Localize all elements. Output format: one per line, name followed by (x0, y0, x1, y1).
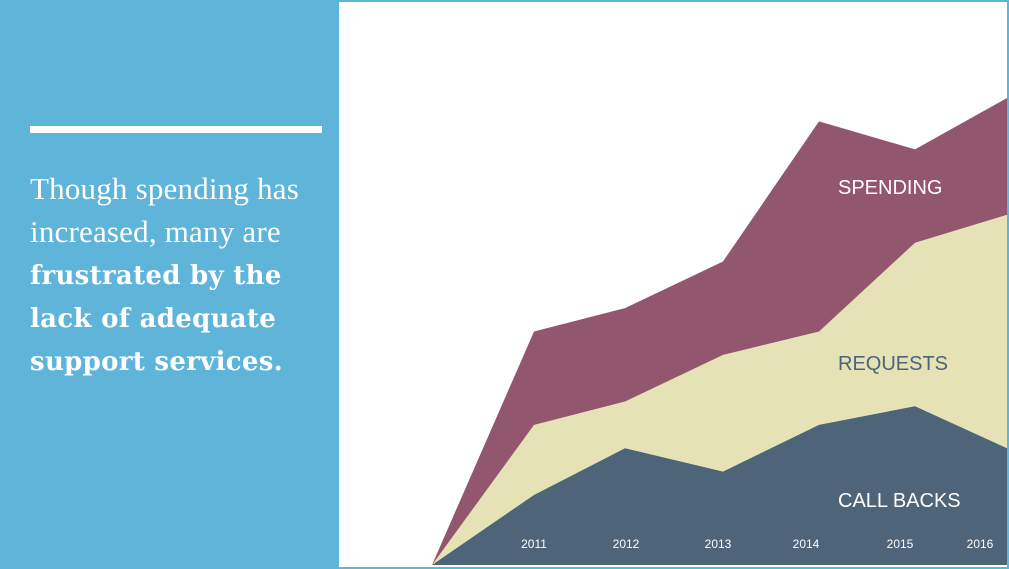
divider-rule (30, 126, 322, 133)
x-tick-2016: 2016 (967, 537, 994, 551)
series-label-requests: REQUESTS (838, 353, 948, 375)
x-tick-2012: 2012 (613, 537, 640, 551)
x-tick-2014: 2014 (793, 537, 820, 551)
x-tick-2011: 2011 (521, 537, 547, 551)
left-panel: Though spending has increased, many are … (0, 0, 339, 569)
stacked-area-chart: CALL BACKS REQUESTS SPENDING 2011 2012 2013 20… (432, 98, 1007, 565)
chart-panel: CALL BACKS REQUESTS SPENDING 2011 2012 2013 20… (339, 2, 1007, 567)
headline-bold: frustrated by the lack of adequate suppo… (30, 261, 284, 377)
x-tick-2015: 2015 (887, 537, 914, 551)
headline-light: Though spending has increased, many are (30, 171, 299, 249)
headline: Though spending has increased, many are … (30, 168, 330, 383)
area-callbacks (432, 406, 1007, 565)
x-tick-2013: 2013 (705, 537, 732, 551)
series-label-spending: SPENDING (838, 177, 942, 199)
series-label-callbacks: CALL BACKS (838, 490, 961, 512)
